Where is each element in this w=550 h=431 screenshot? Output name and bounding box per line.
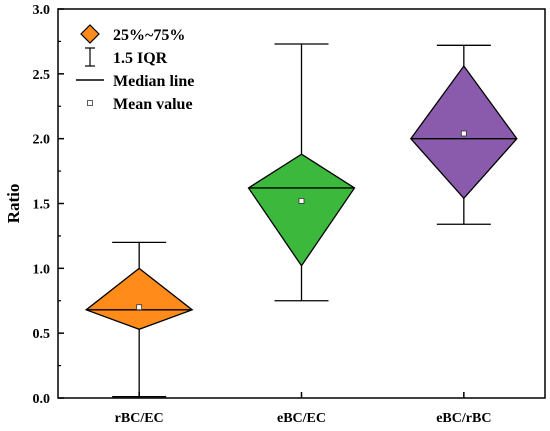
x-tick-label: rBC/EC	[115, 411, 164, 426]
legend-item-whisker: 1.5 IQR	[85, 47, 168, 67]
plot-frame	[57, 8, 546, 399]
y-tick-label: 1.5	[33, 198, 51, 213]
x-tick-label: eBC/EC	[277, 411, 326, 426]
legend-label: Mean value	[113, 96, 193, 113]
iqr-diamond	[247, 153, 356, 267]
y-tick-label: 2.5	[33, 68, 51, 83]
y-tick-label: 0.5	[33, 327, 51, 342]
y-tick-label: 2.0	[33, 133, 51, 148]
legend-label: Median line	[113, 73, 194, 90]
legend-label: 1.5 IQR	[113, 50, 168, 67]
legend-mean-icon	[87, 100, 93, 106]
legend-diamond-icon	[80, 24, 100, 44]
mean-marker	[298, 198, 305, 204]
y-tick-label: 0.0	[33, 392, 51, 407]
mean-marker	[136, 304, 143, 311]
legend: 25%~75% 1.5 IQR Median line Mean value	[76, 24, 194, 113]
mean-marker	[460, 130, 467, 137]
box-rbc-ec	[84, 241, 194, 398]
y-axis-ticks: 0.0 0.5 1.0 1.5 2.0 2.5 3.0	[33, 3, 64, 407]
x-tick-label: eBC/rBC	[436, 411, 491, 426]
boxes-layer	[84, 43, 518, 398]
x-axis-ticks: rBC/EC eBC/EC eBC/rBC	[115, 392, 491, 426]
legend-item-line: Median line	[76, 73, 194, 90]
iqr-diamond	[84, 267, 194, 330]
legend-item-square: Mean value	[87, 96, 193, 113]
box-ebc-ec	[247, 43, 356, 302]
y-axis-title: Ratio	[4, 184, 23, 224]
y-tick-label: 3.0	[33, 3, 51, 18]
y-tick-label: 1.0	[33, 262, 51, 277]
y-axis-label: Ratio	[4, 184, 23, 224]
legend-label: 25%~75%	[113, 27, 185, 44]
box-ebc-rbc	[409, 44, 518, 225]
legend-item-diamond: 25%~75%	[80, 24, 185, 44]
